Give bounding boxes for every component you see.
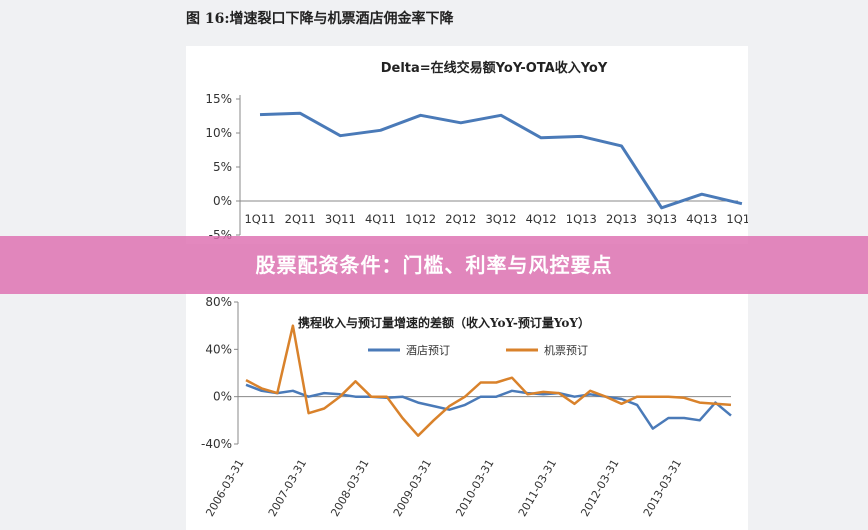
x-tick-label: 1Q11 [244,212,275,226]
x-tick-label: 2006-03-31 [203,457,246,519]
x-tick-label: 3Q11 [325,212,356,226]
x-tick-label: 4Q11 [365,212,396,226]
x-tick-label: 2010-03-31 [453,457,496,519]
x-tick-label: 2Q12 [445,212,476,226]
x-tick-label: 2013-03-31 [641,457,684,519]
x-tick-label: 1Q12 [405,212,436,226]
x-tick-label: 2Q11 [285,212,316,226]
x-tick-label: 3Q12 [485,212,516,226]
x-tick-label: 2011-03-31 [516,457,559,519]
y-tick-label: 10% [205,126,232,140]
series-line-hotel [245,383,732,430]
x-tick-label: 2012-03-31 [578,457,621,519]
x-tick-label: 1Q14 [726,212,748,226]
chart-panel-ctrip: 80% 40% 0% -40% 携程收入与预订量增速的差额（收入YoY-预订量YoY） 酒… [186,290,748,530]
y-tick-label: 15% [205,92,232,106]
x-tick-label: 3Q13 [646,212,677,226]
chart-panel-delta: Delta=在线交易额YoY-OTA收入YoY 15% 10% 5% 0% -5% 1Q11… [186,46,748,244]
y-tick-label: 0% [213,194,232,208]
y-tick-label: -40% [201,437,232,451]
chart-title: 携程收入与预订量增速的差额（收入YoY-预订量YoY） [298,315,590,330]
y-tick-label: 80% [205,295,232,309]
x-tick-label: 2Q13 [606,212,637,226]
chart-delta: Delta=在线交易额YoY-OTA收入YoY15%10%5%0%-5%1Q11… [205,60,748,242]
x-tick-label: 4Q13 [686,212,717,226]
series-line-air [245,324,732,437]
x-tick-label: 2009-03-31 [391,457,434,519]
series-line-delta [259,111,743,210]
chart-ctrip-gap: 80% 40% 0% -40% 携程收入与预订量增速的差额（收入YoY-预订量YoY） 酒… [201,295,732,519]
y-tick-label: 40% [205,342,232,356]
legend-label: 酒店预订 [406,343,450,357]
chart-title: Delta=在线交易额YoY-OTA收入YoY [381,60,608,76]
x-tick-label: 1Q13 [566,212,597,226]
y-tick-label: 5% [213,160,232,174]
banner-text: 股票配资条件：门槛、利率与风控要点 [255,253,613,277]
x-tick-label: 2008-03-31 [328,457,371,519]
x-tick-label: 4Q12 [526,212,557,226]
figure-title: 图 16:增速裂口下降与机票酒店佣金率下降 [186,11,454,27]
promo-banner[interactable]: 股票配资条件：门槛、利率与风控要点 [0,236,868,294]
legend-label: 机票预订 [544,343,588,357]
x-tick-label: 2007-03-31 [266,457,309,519]
y-tick-label: 0% [213,390,232,404]
